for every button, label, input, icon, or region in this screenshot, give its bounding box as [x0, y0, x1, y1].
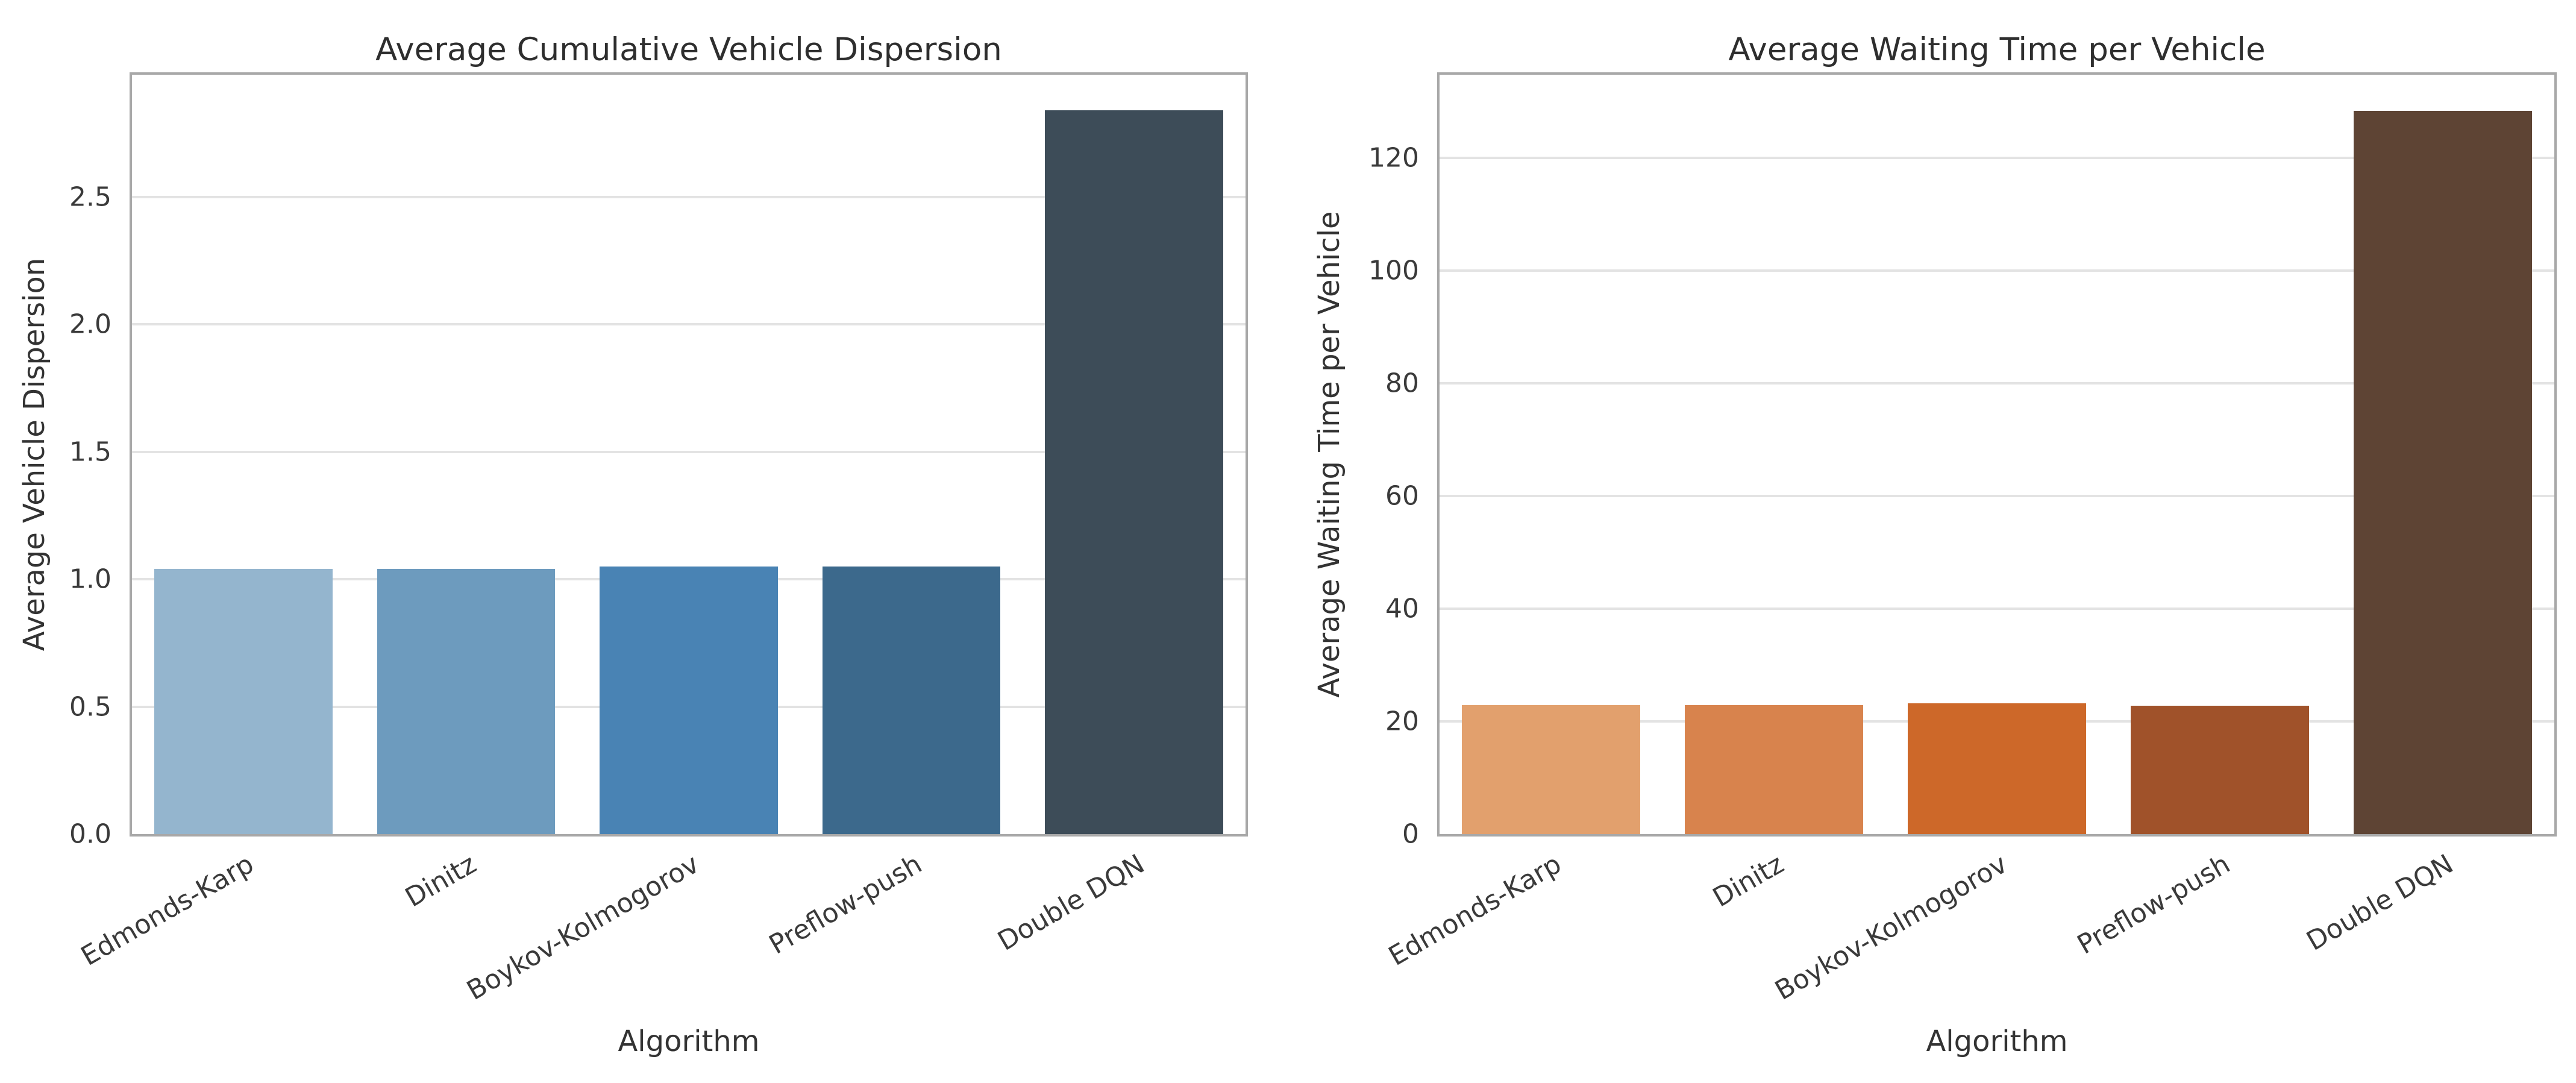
y-axis-label: Average Waiting Time per Vehicle: [1312, 211, 1346, 698]
bar-dinitz: [377, 569, 556, 834]
chart-title: Average Cumulative Vehicle Dispersion: [375, 31, 1002, 68]
bar-preflow-push: [2131, 705, 2309, 834]
x-tick-label: Boykov-Kolmogorov: [462, 849, 704, 1006]
bar-edmonds-karp: [154, 569, 333, 834]
x-tick-label: Double DQN: [992, 849, 1150, 957]
y-tick-label: 0.5: [69, 691, 111, 723]
x-axis-label: Algorithm: [618, 1025, 760, 1058]
y-tick-label: 2.5: [69, 181, 111, 213]
bar-edmonds-karp: [1462, 705, 1640, 834]
x-tick-label: Boykov-Kolmogorov: [1770, 849, 2013, 1006]
bar-double-dqn: [2354, 110, 2532, 834]
x-tick-label: Edmonds-Karp: [1383, 849, 1567, 972]
y-tick-label: 0.0: [69, 818, 111, 850]
bar-preflow-push: [822, 567, 1001, 834]
y-tick-label: 120: [1368, 142, 1419, 173]
bar-double-dqn: [1045, 110, 1224, 834]
y-tick-label: 100: [1368, 255, 1419, 286]
y-tick-label: 40: [1385, 593, 1419, 624]
plot-area: [130, 72, 1248, 837]
y-tick-label: 80: [1385, 368, 1419, 399]
x-tick-label: Preflow-push: [763, 849, 927, 961]
y-tick-label: 1.5: [69, 436, 111, 468]
bar-boykov-kolmogorov: [1908, 703, 2086, 834]
x-tick-label: Dinitz: [1708, 849, 1790, 914]
bar-dinitz: [1685, 705, 1863, 834]
y-axis-label: Average Vehicle Dispersion: [17, 257, 51, 651]
bar-boykov-kolmogorov: [600, 567, 778, 834]
x-tick-label: Edmonds-Karp: [75, 849, 259, 972]
gridline: [1440, 156, 2554, 159]
x-axis-label: Algorithm: [1926, 1025, 2068, 1058]
x-tick-label: Preflow-push: [2072, 849, 2236, 961]
gridline: [1440, 494, 2554, 497]
gridline: [132, 323, 1246, 326]
y-tick-label: 2.0: [69, 309, 111, 340]
chart-title: Average Waiting Time per Vehicle: [1728, 31, 2266, 68]
y-tick-label: 60: [1385, 480, 1419, 512]
y-tick-label: 1.0: [69, 563, 111, 595]
y-tick-label: 20: [1385, 706, 1419, 737]
gridline: [132, 450, 1246, 453]
gridline: [1440, 269, 2554, 272]
y-tick-label: 0: [1402, 818, 1419, 850]
x-tick-label: Dinitz: [400, 849, 481, 914]
plot-area: [1437, 72, 2557, 837]
gridline: [1440, 607, 2554, 610]
x-tick-label: Double DQN: [2301, 849, 2458, 957]
gridline: [1440, 381, 2554, 385]
gridline: [132, 195, 1246, 198]
